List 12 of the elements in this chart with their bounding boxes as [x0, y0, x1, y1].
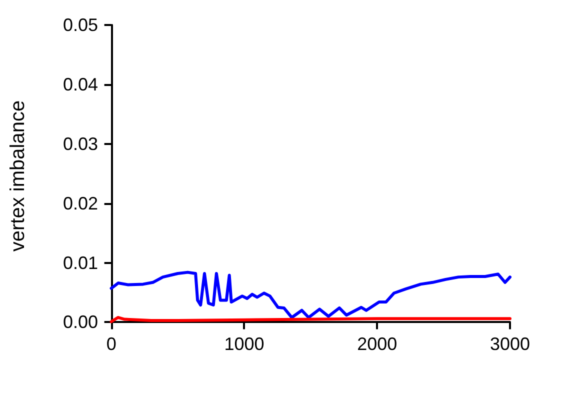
y-axis-title: vertex imbalance	[7, 100, 29, 252]
y-tick-label: 0.01	[62, 252, 98, 273]
y-tick-label: 0.05	[62, 15, 98, 35]
y-tick-label: 0.00	[62, 312, 98, 332]
y-tick-label: 0.02	[62, 193, 98, 214]
line-series	[110, 270, 512, 319]
x-tick-label: 3000	[490, 334, 530, 354]
x-tick-label: 1000	[224, 334, 264, 354]
y-tick-label: 0.04	[62, 74, 98, 94]
x-tick-label: 2000	[357, 334, 398, 354]
x-tick-label: 0	[106, 334, 116, 354]
y-tick-label: 0.03	[62, 134, 98, 154]
